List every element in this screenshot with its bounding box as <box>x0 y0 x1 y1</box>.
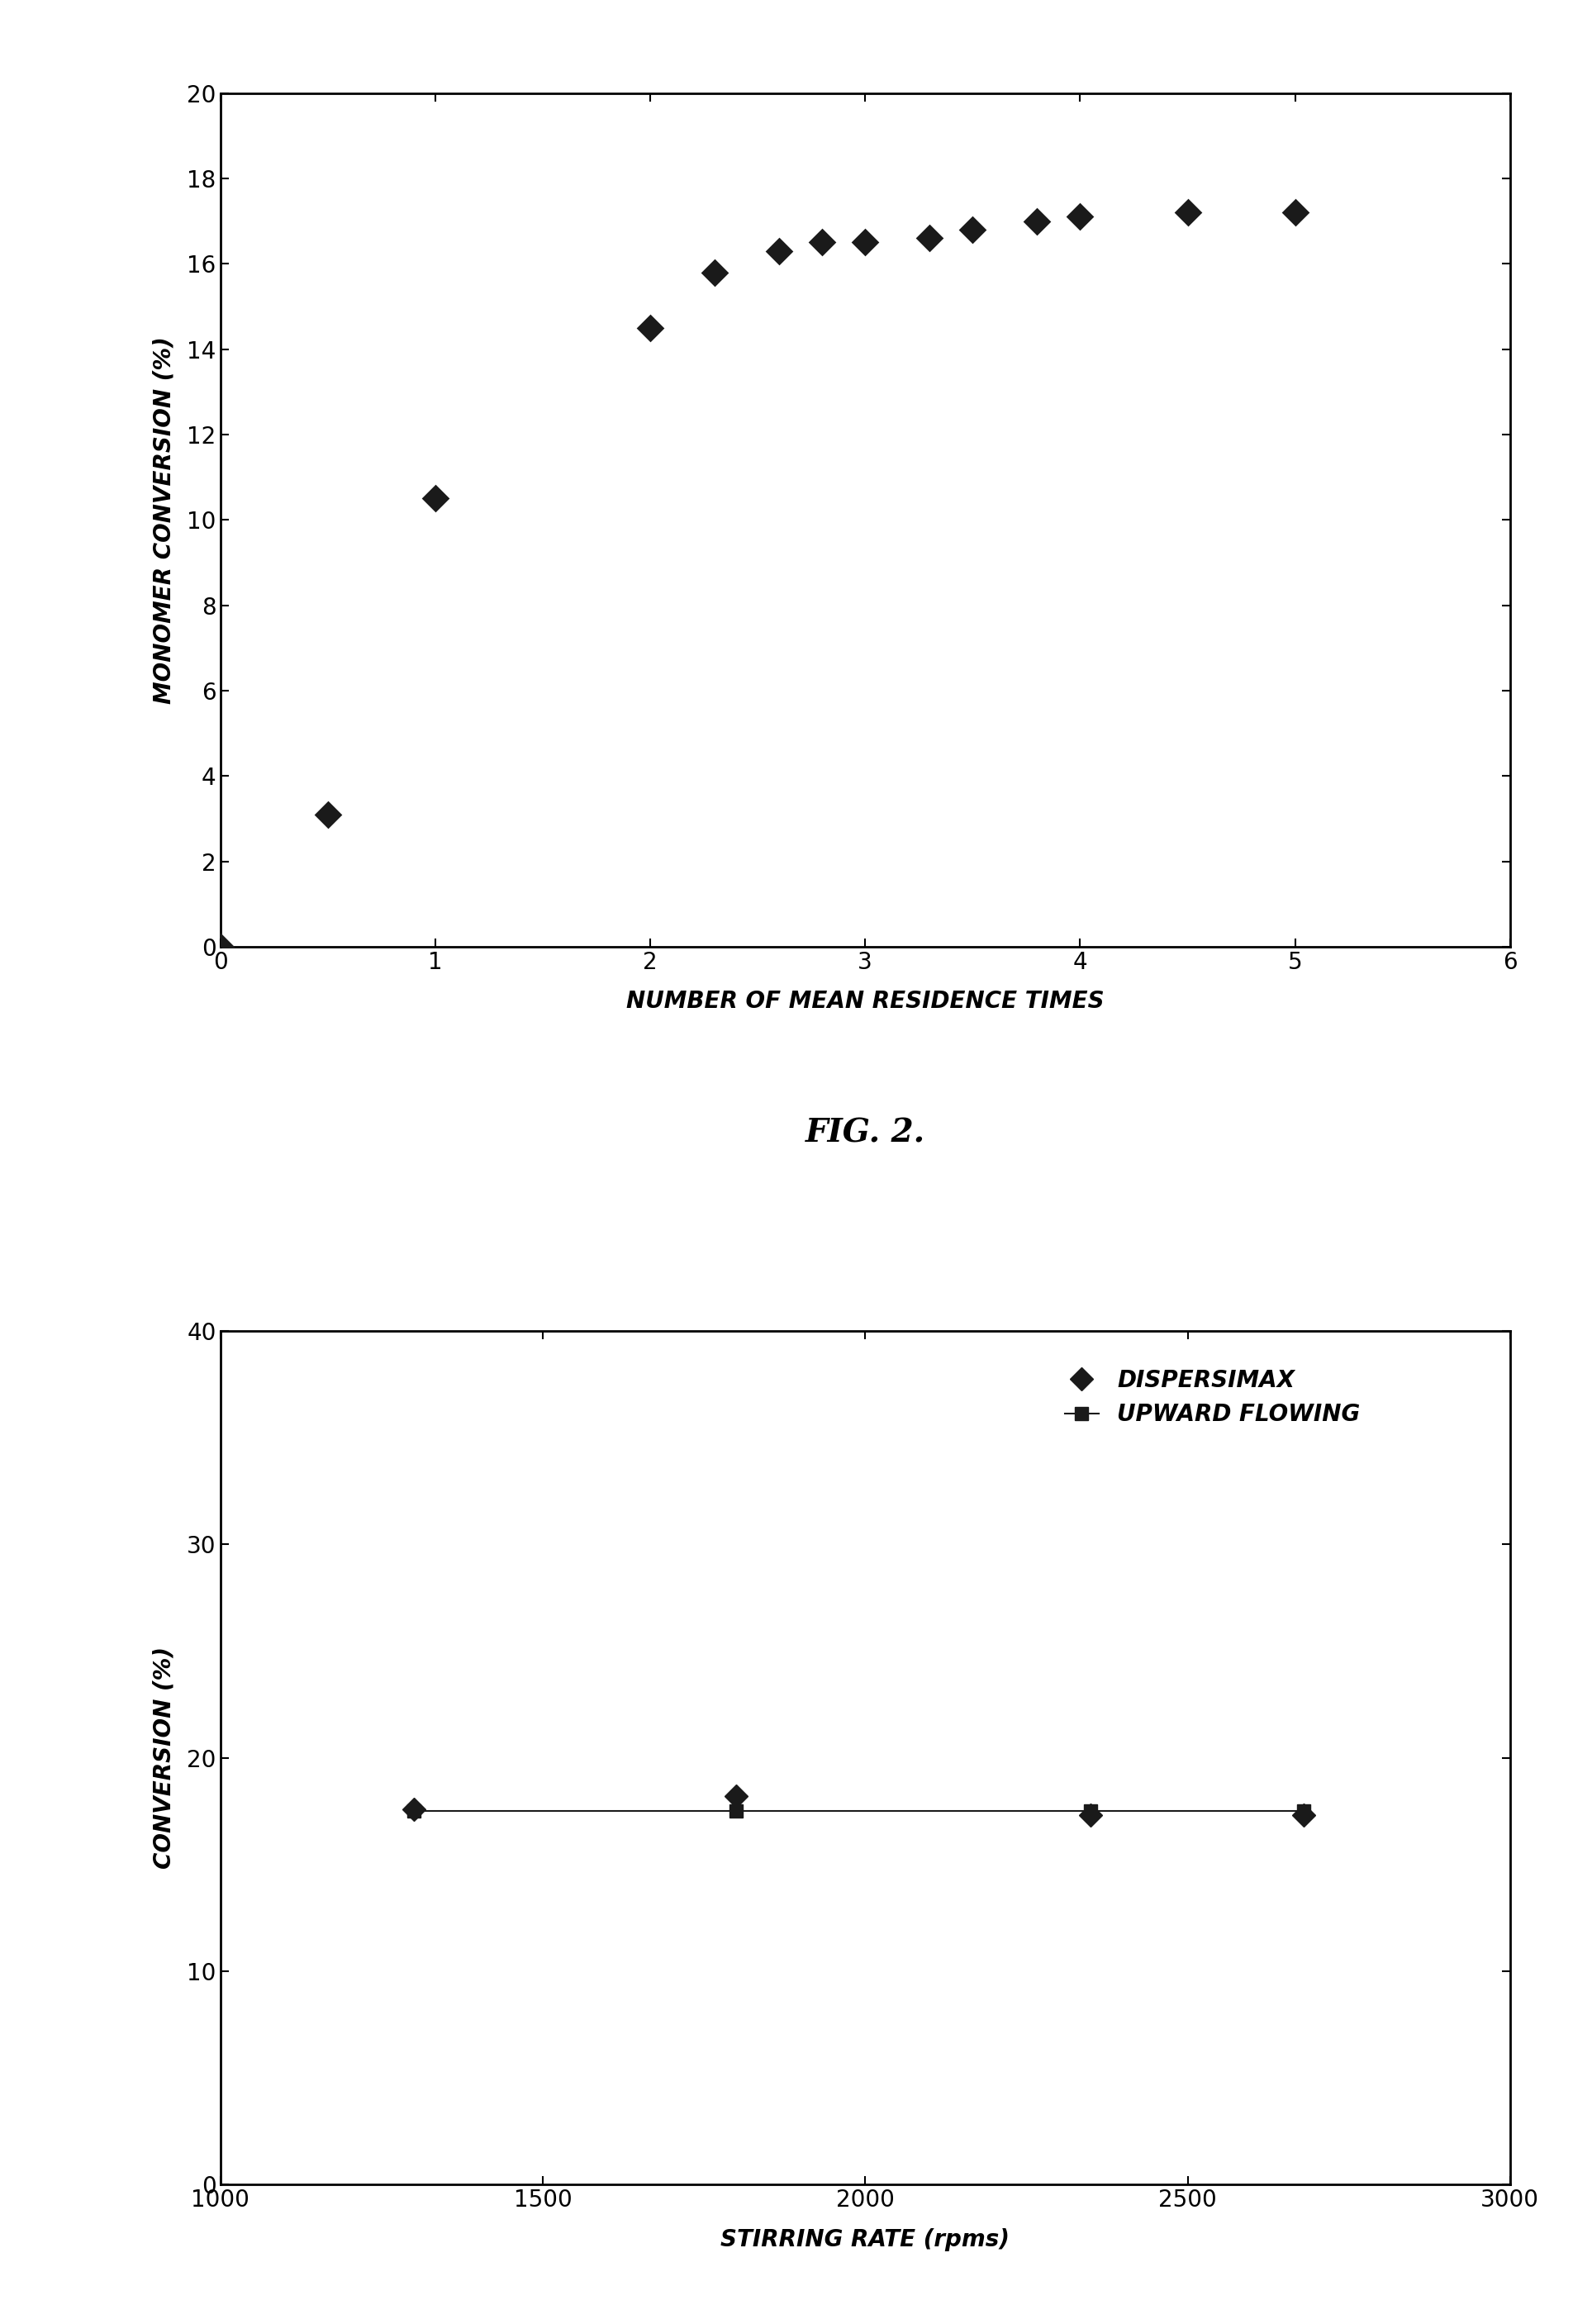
DISPERSIMAX <box>404 1794 423 1822</box>
Point <box>1024 202 1049 239</box>
Point <box>423 479 448 516</box>
Point <box>853 223 878 260</box>
Line: UPWARD FLOWING: UPWARD FLOWING <box>407 1806 1310 1817</box>
Point <box>1068 198 1093 235</box>
Point <box>702 253 727 290</box>
UPWARD FLOWING <box>1082 1796 1101 1824</box>
Point <box>960 211 985 249</box>
UPWARD FLOWING <box>727 1796 746 1824</box>
Y-axis label: CONVERSION (%): CONVERSION (%) <box>153 1648 176 1868</box>
Point <box>315 795 340 832</box>
X-axis label: NUMBER OF MEAN RESIDENCE TIMES: NUMBER OF MEAN RESIDENCE TIMES <box>626 990 1104 1013</box>
X-axis label: STIRRING RATE (rpms): STIRRING RATE (rpms) <box>720 2229 1010 2252</box>
Text: FIG. 2.: FIG. 2. <box>805 1118 925 1148</box>
Point <box>766 232 791 270</box>
Point <box>1175 193 1200 230</box>
Y-axis label: MONOMER CONVERSION (%): MONOMER CONVERSION (%) <box>153 337 176 704</box>
DISPERSIMAX <box>727 1783 746 1810</box>
UPWARD FLOWING <box>1295 1796 1313 1824</box>
Line: DISPERSIMAX: DISPERSIMAX <box>406 1787 1312 1824</box>
Point <box>810 223 835 260</box>
DISPERSIMAX <box>1082 1801 1101 1829</box>
Point <box>917 218 942 256</box>
Point <box>1282 193 1307 230</box>
Legend: DISPERSIMAX, UPWARD FLOWING: DISPERSIMAX, UPWARD FLOWING <box>1055 1360 1370 1436</box>
Point <box>208 927 233 964</box>
DISPERSIMAX <box>1295 1801 1313 1829</box>
UPWARD FLOWING <box>404 1796 423 1824</box>
Point <box>637 309 662 346</box>
